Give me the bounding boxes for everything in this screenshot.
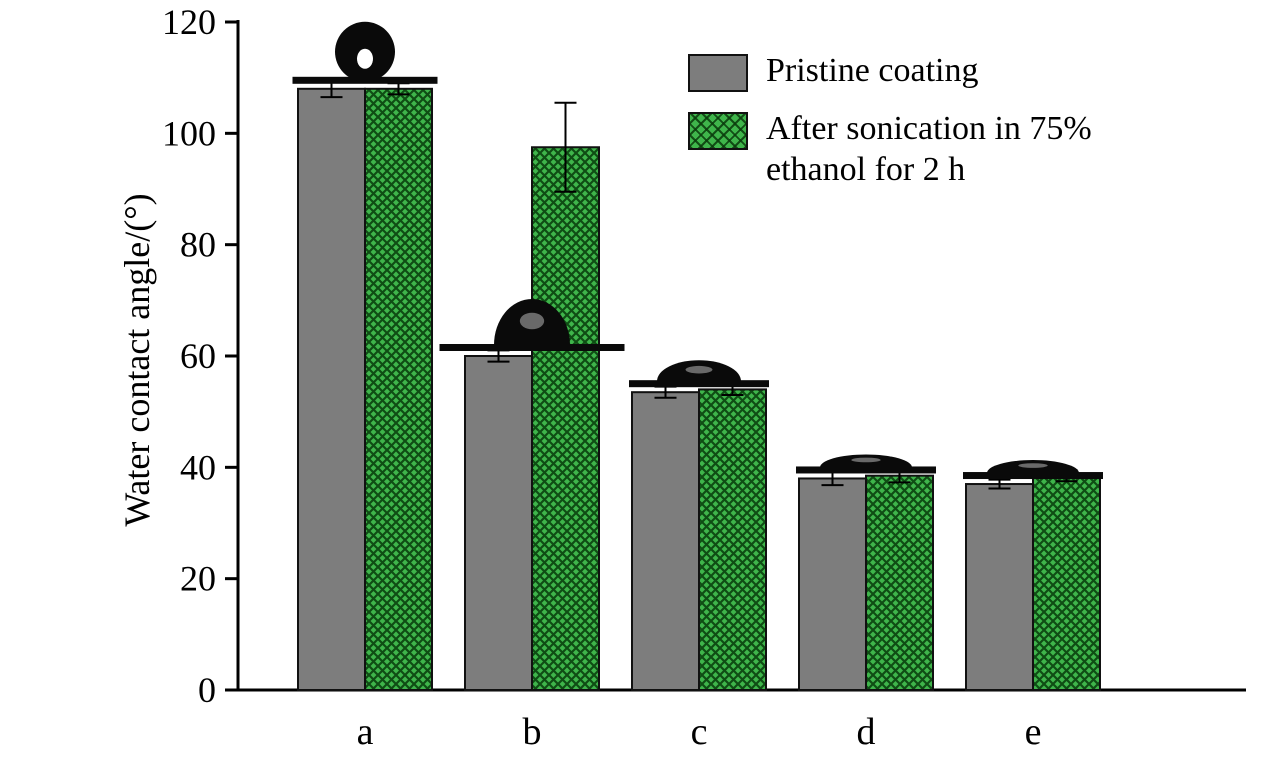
bar-sonication-c: [698, 388, 767, 691]
bar-sonication-a: [364, 87, 433, 692]
y-tick-label: 120: [162, 2, 216, 42]
legend: Pristine coating After sonication in 75%…: [688, 50, 1106, 191]
bar-sonication-d: [865, 474, 934, 691]
legend-item-pristine: Pristine coating: [688, 50, 1106, 92]
bar-pristine-b: [464, 355, 533, 691]
bar-pristine-e: [965, 483, 1034, 691]
y-tick-label: 80: [180, 225, 216, 265]
legend-swatch-pristine: [688, 54, 748, 92]
bar-pristine-c: [631, 391, 700, 691]
x-category-label: a: [357, 711, 374, 753]
legend-label-sonication: After sonication in 75% ethanol for 2 h: [766, 110, 1092, 189]
bar-pristine-d: [798, 477, 867, 692]
x-category-label: d: [857, 711, 876, 753]
y-tick-label: 20: [180, 559, 216, 599]
x-category-label: b: [523, 711, 542, 753]
bar-sonication-b: [531, 146, 600, 691]
droplet-icon-d: [796, 454, 936, 474]
droplet-icon-b: [439, 299, 625, 351]
y-tick-label: 0: [198, 670, 216, 710]
y-tick-label: 100: [162, 113, 216, 153]
error-bar-sonication-b: [554, 101, 577, 193]
x-category-label: e: [1025, 711, 1042, 753]
droplet-icon-e: [963, 460, 1103, 480]
droplet-icon-a: [292, 21, 438, 84]
error-bar-pristine-e: [988, 478, 1011, 490]
bar-pristine-a: [297, 87, 366, 692]
bar-sonication-e: [1032, 474, 1101, 691]
y-tick-label: 60: [180, 336, 216, 376]
legend-label-pristine: Pristine coating: [766, 52, 979, 89]
y-axis-title: Water contact angle/(°): [117, 193, 157, 527]
droplet-icon-c: [629, 360, 769, 388]
legend-swatch-sonication: [688, 112, 748, 150]
legend-item-sonication: After sonication in 75% ethanol for 2 h: [688, 108, 1106, 191]
y-tick-label: 40: [180, 447, 216, 487]
x-category-label: c: [691, 711, 708, 753]
